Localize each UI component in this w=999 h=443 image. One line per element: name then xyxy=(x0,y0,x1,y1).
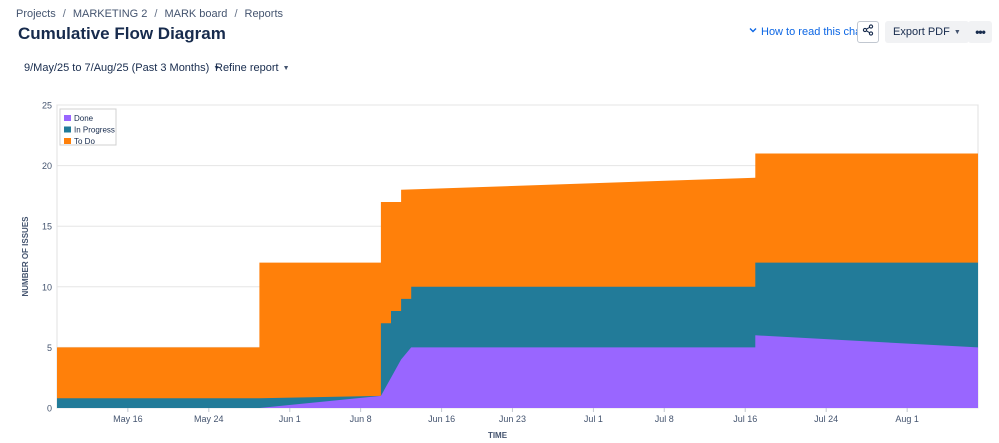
breadcrumb-reports[interactable]: Reports xyxy=(244,8,284,20)
cumulative-flow-chart: 0 5 10 15 20 25 May 16 May 24 Jun 1 Jun 8 Jun 16 Ju… xyxy=(21,101,979,441)
caret-down-icon: ▼ xyxy=(213,64,221,72)
breadcrumb-project[interactable]: MARKETING 2 xyxy=(72,8,148,20)
how-to-read-label: How to read this chart xyxy=(761,25,868,38)
legend-swatch xyxy=(64,126,71,133)
date-range-label: 9/May/25 to 7/Aug/25 (Past 3 Months) xyxy=(24,62,210,74)
share-icon xyxy=(862,23,874,41)
how-to-read-link[interactable]: How to read this chart xyxy=(748,25,868,38)
x-tick-label: Jun 23 xyxy=(499,414,526,424)
y-tick-label: 0 xyxy=(47,404,52,414)
export-pdf-button[interactable]: Export PDF ▼ xyxy=(885,21,969,43)
breadcrumb: Projects / MARKETING 2 / MARK board / Re… xyxy=(16,8,283,20)
refine-report-label: Refine report xyxy=(215,62,279,74)
page-title: Cumulative Flow Diagram xyxy=(18,24,226,43)
caret-down-icon: ▼ xyxy=(953,28,961,36)
more-icon: ••• xyxy=(975,25,986,39)
y-tick-label: 25 xyxy=(42,101,52,111)
legend-swatch xyxy=(64,138,71,144)
x-tick-label: Jun 16 xyxy=(428,414,455,424)
x-tick-label: Aug 1 xyxy=(895,414,919,424)
x-tick-label: May 16 xyxy=(113,414,143,424)
refine-report-dropdown[interactable]: Refine report ▼ xyxy=(215,62,290,74)
x-tick-label: Jul 1 xyxy=(584,414,603,424)
x-tick-label: May 24 xyxy=(194,414,224,424)
legend-swatch xyxy=(64,115,71,121)
legend-entry[interactable]: Done xyxy=(74,114,94,123)
legend-entry[interactable]: To Do xyxy=(74,137,95,146)
x-tick-label: Jul 8 xyxy=(655,414,674,424)
chart-axes: 0 5 10 15 20 25 May 16 May 24 Jun 1 Jun 8 Jun 16 Ju… xyxy=(21,101,919,441)
x-tick-label: Jul 24 xyxy=(814,414,838,424)
breadcrumb-board[interactable]: MARK board xyxy=(164,8,228,20)
x-tick-label: Jun 8 xyxy=(350,414,372,424)
breadcrumb-separator: / xyxy=(62,8,66,20)
breadcrumb-separator: / xyxy=(154,8,158,20)
chart-areas xyxy=(57,153,978,408)
y-tick-label: 15 xyxy=(42,222,52,232)
breadcrumb-projects[interactable]: Projects xyxy=(16,8,56,20)
breadcrumb-separator: / xyxy=(234,8,238,20)
y-tick-label: 10 xyxy=(42,282,52,292)
x-tick-label: Jul 16 xyxy=(733,414,757,424)
chart-legend: Done In Progress To Do xyxy=(59,108,117,146)
y-tick-label: 20 xyxy=(42,161,52,171)
series-area-done[interactable] xyxy=(57,335,978,408)
chevron-down-icon xyxy=(748,25,758,38)
caret-down-icon: ▼ xyxy=(282,64,290,72)
share-button[interactable] xyxy=(857,21,879,43)
more-button[interactable]: ••• xyxy=(968,21,992,43)
y-axis-title: NUMBER OF ISSUES xyxy=(21,216,30,297)
x-tick-label: Jun 1 xyxy=(279,414,301,424)
y-tick-label: 5 xyxy=(47,343,52,353)
export-pdf-label: Export PDF xyxy=(893,26,950,38)
x-axis-title: TIME xyxy=(488,431,508,440)
date-range-dropdown[interactable]: 9/May/25 to 7/Aug/25 (Past 3 Months) ▼ xyxy=(24,62,220,74)
legend-entry[interactable]: In Progress xyxy=(74,126,115,135)
